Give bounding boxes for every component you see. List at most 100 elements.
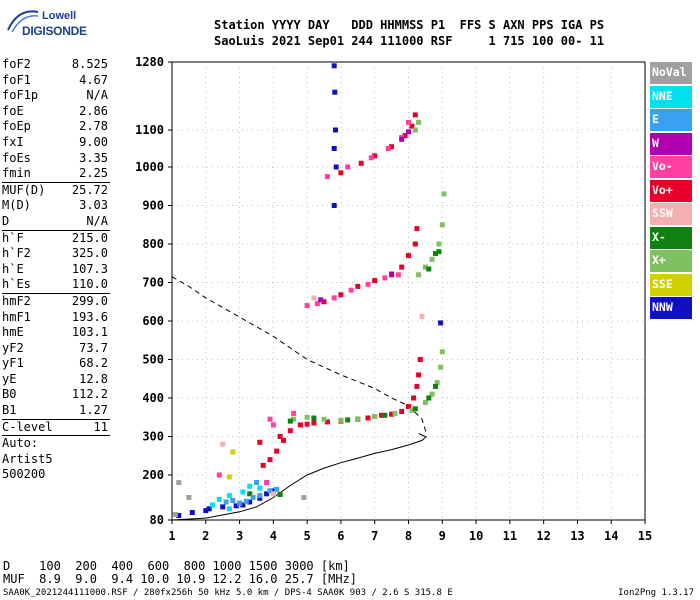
data-point: [291, 410, 297, 416]
data-point: [358, 160, 364, 166]
x-tick-label: 14: [604, 529, 618, 543]
muf-value-row: MUF 8.9 9.0 9.4 10.0 10.9 12.2 16.0 25.7…: [3, 572, 358, 586]
param-row: B0 112.2: [0, 387, 112, 403]
data-point: [274, 448, 280, 454]
param-name: C-level: [2, 419, 53, 434]
software-version: Ion2Png 1.3.17: [618, 588, 694, 598]
data-point: [436, 241, 442, 247]
data-point: [365, 415, 371, 421]
param-name: h`E: [2, 261, 24, 276]
data-point: [345, 164, 351, 170]
data-point: [240, 502, 246, 508]
data-point: [385, 146, 391, 151]
legend-item-xplus: X+: [650, 250, 692, 272]
data-point: [216, 496, 222, 502]
y-tick-label: 80: [150, 513, 164, 527]
param-row: MUF(D) 25.72: [0, 183, 112, 199]
param-row: h`F2 325.0: [0, 246, 112, 262]
data-point: [247, 483, 253, 489]
echo-traces: [172, 63, 447, 518]
data-point: [419, 313, 425, 319]
data-point: [355, 416, 361, 422]
data-point: [226, 493, 232, 499]
data-point: [338, 292, 344, 298]
data-point: [331, 295, 337, 301]
logo-text-lowell: Lowell: [42, 10, 77, 22]
data-point: [281, 437, 286, 443]
series-noval: [172, 480, 307, 517]
param-divider: [2, 418, 110, 420]
digisonde-logo: Lowell DIGISONDE: [4, 6, 87, 40]
param-row: fxI 9.00: [0, 135, 112, 151]
data-point: [365, 281, 371, 287]
data-point: [372, 278, 378, 284]
data-point: [406, 119, 411, 125]
param-divider: [2, 229, 110, 231]
x-tick-label: 12: [536, 529, 550, 543]
data-point: [332, 89, 338, 95]
x-tick-label: 7: [371, 529, 378, 543]
param-row: foF1 4.67: [0, 73, 112, 89]
param-name: h`Es: [2, 277, 31, 292]
data-point: [392, 410, 398, 416]
y-tick-label: 500: [142, 353, 164, 367]
param-value: 73.7: [79, 340, 108, 355]
data-point: [270, 491, 276, 497]
param-row: foEs 3.35: [0, 151, 112, 167]
param-row: yE 12.8: [0, 372, 112, 388]
param-row: foF2 8.525: [0, 57, 112, 73]
data-point: [412, 241, 418, 247]
data-point: [230, 449, 236, 455]
data-point: [287, 428, 293, 434]
param-row: fmin 2.25: [0, 166, 112, 182]
data-point: [372, 414, 378, 419]
data-point: [277, 492, 283, 497]
data-point: [176, 480, 182, 485]
data-point: [260, 462, 266, 468]
param-value: N/A: [86, 213, 108, 228]
autoscale-info: Artist5: [2, 451, 53, 466]
data-point: [409, 407, 415, 413]
data-point: [412, 406, 418, 412]
header-labels: Station YYYY DAY DDD HHMMSS P1 FFS S AXN…: [214, 18, 605, 32]
data-point: [210, 502, 215, 508]
legend-item-nne: NNE: [650, 85, 692, 108]
plot-axes: 1 2 3 4 5 6 7 8 9 10 11 12 13 14 158020030040050060070…: [135, 55, 652, 543]
x-tick-label: 4: [270, 529, 277, 543]
param-name: B0: [2, 387, 17, 402]
y-tick-label: 400: [142, 391, 164, 405]
param-name: D: [2, 213, 10, 228]
data-point: [333, 127, 338, 133]
param-name: foEs: [2, 150, 31, 165]
legend-item-e: E: [650, 109, 692, 131]
data-point: [304, 414, 310, 420]
param-divider: [2, 292, 110, 294]
data-point: [216, 472, 222, 478]
data-point: [324, 174, 330, 180]
param-row: hmE 103.1: [0, 325, 112, 341]
data-point: [412, 112, 418, 118]
param-value: 11: [93, 419, 108, 434]
param-name: h`F2: [2, 246, 31, 261]
y-tick-label: 800: [142, 237, 164, 251]
data-point: [304, 421, 310, 427]
data-point: [267, 488, 273, 494]
series-xplus: [291, 119, 447, 423]
data-point: [270, 488, 276, 494]
profile-solid-line: [171, 432, 428, 521]
param-value: 325.0: [71, 246, 108, 261]
data-point: [270, 422, 276, 428]
data-point: [257, 493, 263, 499]
data-point: [220, 504, 226, 510]
data-point: [257, 495, 263, 501]
profile-dashed-line: [171, 276, 427, 433]
data-point: [406, 404, 411, 409]
param-row: B1 1.27: [0, 403, 112, 419]
data-point: [264, 480, 270, 485]
param-name: yE: [2, 371, 17, 386]
data-point: [379, 412, 384, 418]
data-point: [220, 441, 226, 447]
data-point: [250, 495, 256, 500]
data-point: [237, 500, 243, 506]
param-row: C-level 11: [0, 420, 112, 436]
